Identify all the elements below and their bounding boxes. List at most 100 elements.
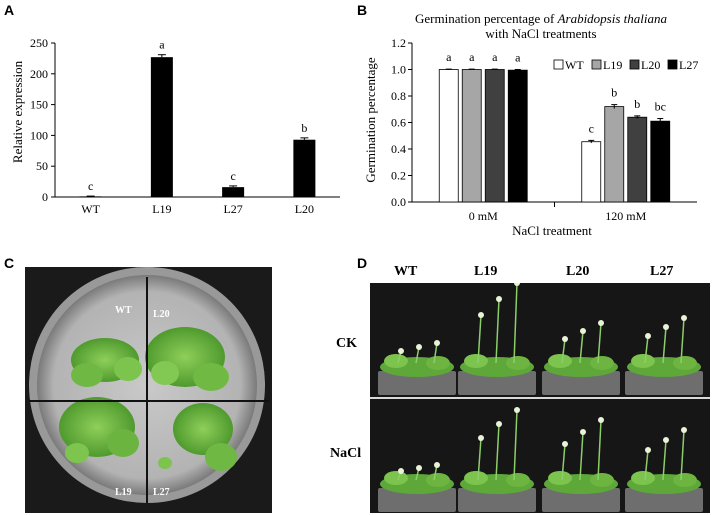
chart-b-category-label: 0 mM bbox=[469, 209, 498, 223]
panel-letter-d: D bbox=[357, 255, 368, 271]
chart-b-bar bbox=[507, 69, 528, 203]
rosette-leaf bbox=[426, 473, 450, 487]
flower-head bbox=[478, 435, 484, 441]
flower-stem bbox=[579, 330, 584, 364]
flower-stem bbox=[579, 431, 584, 481]
flower-stem bbox=[662, 326, 667, 364]
chart-b-ytick-label: 0.0 bbox=[391, 195, 406, 209]
chart-b-title: Germination percentage of Arabidopsis th… bbox=[415, 11, 668, 26]
chart-b-title-line2: with NaCl treatments bbox=[485, 26, 596, 41]
rosette-leaf bbox=[464, 354, 488, 368]
chart-b-significance-label: a bbox=[515, 51, 521, 65]
photo-d-col-wt: WT bbox=[394, 264, 418, 279]
photo-d-plants bbox=[370, 283, 710, 513]
flower-head bbox=[496, 296, 502, 302]
flower-head bbox=[580, 328, 586, 334]
chart-a-ytick-label: 100 bbox=[30, 128, 48, 142]
rosette-leaf bbox=[506, 473, 530, 487]
seedling-cluster-l19 bbox=[59, 397, 139, 463]
chart-a-category-label: L27 bbox=[223, 202, 242, 216]
photo-d-col-l27: L27 bbox=[650, 264, 674, 279]
flower-head bbox=[416, 344, 422, 350]
chart-a-bar bbox=[150, 57, 173, 197]
flower-stem bbox=[495, 423, 500, 481]
chart-b-ytick-label: 1.0 bbox=[391, 63, 406, 77]
chart-b-legend-label: L19 bbox=[603, 58, 622, 72]
flower-head bbox=[598, 417, 604, 423]
chart-b-significance-label: bc bbox=[655, 100, 666, 114]
seedling-cluster-wt bbox=[71, 338, 142, 387]
chart-b-bar bbox=[484, 69, 505, 203]
flower-head bbox=[663, 324, 669, 330]
flower-stem bbox=[561, 338, 566, 364]
photo-c-petri-dish: WT L20 L19 L27 bbox=[25, 267, 272, 513]
flower-stem bbox=[513, 283, 518, 364]
plant-pot bbox=[542, 371, 620, 395]
flower-head bbox=[478, 312, 484, 318]
flower-stem bbox=[513, 409, 518, 481]
chart-a-significance-label: a bbox=[159, 38, 165, 52]
chart-a-ytick-label: 0 bbox=[42, 190, 48, 204]
plant-pot bbox=[542, 488, 620, 512]
chart-b-legend-swatch bbox=[667, 59, 678, 70]
chart-a-ytick-label: 150 bbox=[30, 98, 48, 112]
chart-b-ytick-label: 0.6 bbox=[391, 116, 406, 130]
chart-a-significance-label: c bbox=[230, 169, 235, 183]
photo-d-row-nacl: NaCl bbox=[330, 446, 362, 461]
panel-letter-b: B bbox=[357, 2, 368, 18]
rosette-leaf bbox=[384, 471, 408, 485]
flower-head bbox=[681, 427, 687, 433]
chart-b-significance-label: a bbox=[446, 50, 452, 64]
flower-head bbox=[434, 462, 440, 468]
chart-b-title-species: Arabidopsis thaliana bbox=[557, 11, 668, 26]
chart-b-bar bbox=[650, 120, 671, 203]
flower-head bbox=[645, 447, 651, 453]
rosette-leaf bbox=[590, 473, 614, 487]
quadrant-label-wt: WT bbox=[115, 305, 132, 316]
rosette-leaf bbox=[464, 471, 488, 485]
flower-stem bbox=[662, 439, 667, 481]
plant-pot bbox=[378, 488, 456, 512]
chart-a-bar bbox=[222, 187, 245, 197]
chart-b-ytick-label: 0.2 bbox=[391, 169, 406, 183]
rosette-leaf bbox=[673, 356, 697, 370]
flower-stem bbox=[495, 298, 500, 364]
chart-b-significance-label: b bbox=[634, 97, 640, 111]
chart-a-ytick-label: 250 bbox=[30, 36, 48, 50]
rosette-leaf bbox=[548, 471, 572, 485]
chart-a-significance-label: b bbox=[301, 121, 307, 135]
chart-a-ylabel: Relative expression bbox=[10, 60, 25, 163]
chart-b-ytick-label: 0.8 bbox=[391, 89, 406, 103]
petri-dish-illustration: WT L20 L19 L27 bbox=[29, 267, 269, 503]
seedling-cluster-l20 bbox=[145, 327, 229, 391]
chart-a-ytick-label: 50 bbox=[36, 159, 48, 173]
chart-a-category-label: L20 bbox=[295, 202, 314, 216]
chart-b-legend-swatch bbox=[591, 59, 602, 70]
chart-b-category-label: 120 mM bbox=[605, 209, 646, 223]
rosette-leaf bbox=[631, 354, 655, 368]
flower-head bbox=[663, 437, 669, 443]
chart-b-legend-label: L20 bbox=[641, 58, 660, 72]
flower-stem bbox=[477, 437, 482, 481]
chart-a-relative-expression: Relative expression 0 50 100 150 200 250 c WT a L… bbox=[10, 36, 340, 216]
chart-b-ylabel: Germination percentage bbox=[363, 57, 378, 182]
flower-stem bbox=[433, 342, 438, 364]
photo-d-col-l20: L20 bbox=[566, 264, 590, 279]
plant-pot bbox=[378, 371, 456, 395]
flower-stem bbox=[680, 317, 685, 364]
flower-stem bbox=[477, 314, 482, 364]
rosette-leaf bbox=[673, 473, 697, 487]
chart-a-category-label: L19 bbox=[152, 202, 171, 216]
chart-b-significance-label: c bbox=[589, 121, 594, 135]
chart-b-significance-label: a bbox=[492, 50, 498, 64]
flower-head bbox=[514, 407, 520, 413]
rosette-leaf bbox=[631, 471, 655, 485]
chart-b-bar bbox=[461, 69, 482, 203]
panel-letter-a: A bbox=[4, 2, 15, 18]
flower-head bbox=[496, 421, 502, 427]
chart-b-legend-label: L27 bbox=[679, 58, 698, 72]
chart-b-legend-swatch bbox=[553, 59, 564, 70]
chart-b-bar bbox=[581, 141, 602, 203]
flower-stem bbox=[597, 322, 602, 364]
chart-b-significance-label: b bbox=[611, 86, 617, 100]
